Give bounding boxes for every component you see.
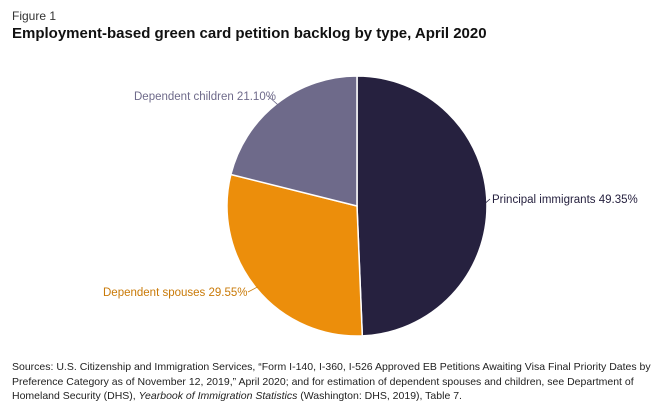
source-text-end: (Washington: DHS, 2019), Table 7.: [297, 390, 462, 402]
source-note: Sources: U.S. Citizenship and Immigratio…: [12, 360, 652, 404]
figure-label: Figure 1: [12, 9, 57, 23]
slice-label-dependent-spouses: Dependent spouses 29.55%: [103, 287, 248, 299]
leader-line-dependent-spouses: [247, 286, 258, 293]
source-text: Sources: U.S. Citizenship and Immigratio…: [12, 361, 651, 402]
pie-chart: Principal immigrants 49.35% Dependent spo…: [103, 75, 638, 337]
slice-label-dependent-children: Dependent children 21.10%: [134, 91, 276, 103]
source-publication-title: Yearbook of Immigration Statistics: [138, 390, 298, 402]
pie-slice-principal-immigrants: [356, 75, 488, 337]
chart-title: Employment-based green card petition bac…: [12, 25, 487, 42]
slice-label-principal-immigrants: Principal immigrants 49.35%: [492, 194, 638, 206]
leader-line-principal-immigrants: [484, 198, 491, 204]
leader-line-dependent-children: [267, 95, 279, 106]
